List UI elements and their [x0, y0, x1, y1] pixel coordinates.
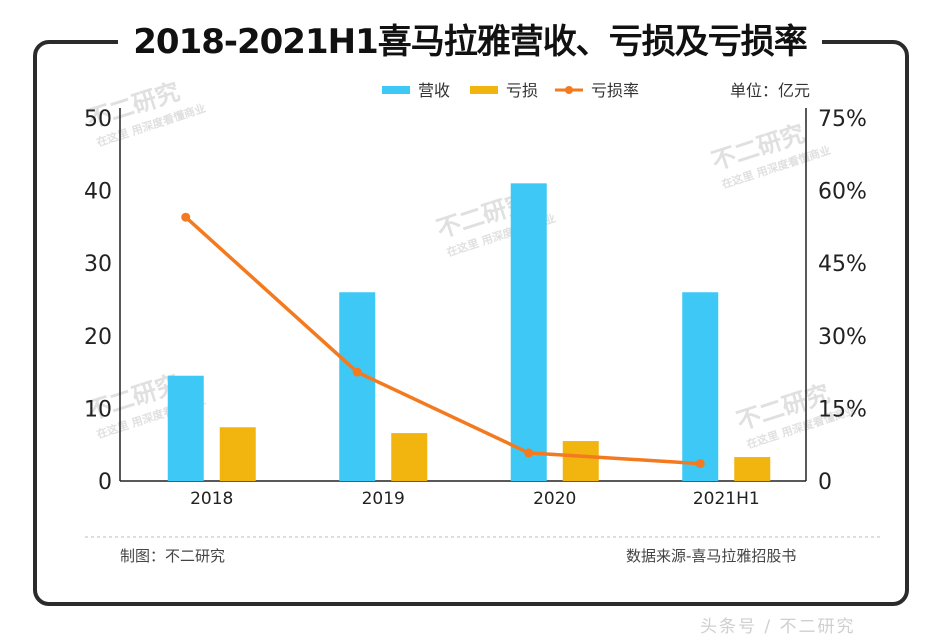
chart-title: 2018-2021H1喜马拉雅营收、亏损及亏损率 — [133, 22, 807, 62]
title-background — [118, 14, 822, 70]
unit-label: 单位：亿元 — [730, 81, 810, 100]
revenue-bar — [510, 183, 547, 481]
loss-rate-point — [352, 367, 362, 377]
legend-swatch-loss — [470, 86, 498, 94]
footer-credit: 制图：不二研究 — [120, 547, 226, 565]
y-right-tick-label: 75% — [818, 107, 867, 132]
x-tick-label: 2020 — [533, 489, 576, 509]
legend-label: 亏损 — [506, 81, 538, 100]
loss-rate-point — [695, 459, 705, 469]
y-left-tick-label: 50 — [84, 107, 112, 132]
loss-bar — [391, 433, 428, 481]
revenue-bar — [339, 292, 376, 481]
x-tick-label: 2021H1 — [693, 489, 760, 509]
bottom-watermark: 头条号 / 不二研究 — [700, 617, 856, 637]
y-right-tick-label: 30% — [818, 325, 867, 350]
loss-rate-point — [181, 212, 191, 222]
y-left-tick-label: 20 — [84, 325, 112, 350]
loss-rate-line — [184, 215, 701, 466]
legend: 营收 亏损 亏损率 — [382, 81, 639, 100]
legend-label: 亏损率 — [591, 81, 639, 100]
footer-source: 数据来源-喜马拉雅招股书 — [626, 547, 797, 565]
revenue-bar — [682, 292, 719, 481]
x-tick-label: 2019 — [362, 489, 405, 509]
line-layer — [181, 212, 705, 469]
y-left-tick-label: 10 — [84, 397, 112, 422]
loss-bar — [219, 427, 256, 481]
x-tick-label: 2018 — [190, 489, 233, 509]
revenue-bar — [167, 375, 204, 481]
y-right-tick-label: 45% — [818, 252, 867, 277]
bars-layer: 2018 2019 2020 2021H1 — [167, 183, 771, 509]
legend-swatch-loss-rate-dot — [565, 86, 573, 94]
legend-swatch-revenue — [382, 86, 410, 94]
y-left-tick-label: 40 — [84, 180, 112, 205]
axes-layer: 0 10 20 30 40 50 0 15% 30% 45% 60% 75% — [84, 107, 867, 495]
loss-bar — [562, 441, 599, 481]
y-left-tick-label: 0 — [98, 470, 112, 495]
y-right-tick-label: 60% — [818, 180, 867, 205]
y-left-tick-label: 30 — [84, 252, 112, 277]
y-right-tick-label: 0 — [818, 470, 832, 495]
legend-label: 营收 — [418, 81, 450, 100]
loss-bar — [734, 457, 771, 481]
loss-rate-point — [524, 448, 534, 458]
y-right-tick-label: 15% — [818, 397, 867, 422]
